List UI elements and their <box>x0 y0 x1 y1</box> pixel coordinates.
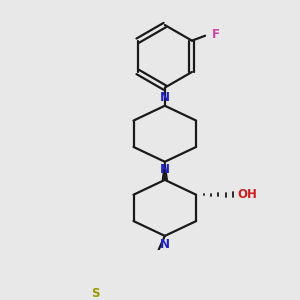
Text: S: S <box>91 287 100 300</box>
Text: N: N <box>160 238 170 250</box>
Text: N: N <box>160 91 170 104</box>
Text: F: F <box>212 28 220 40</box>
Text: N: N <box>160 164 170 176</box>
Text: OH: OH <box>237 188 257 201</box>
Polygon shape <box>162 162 167 180</box>
